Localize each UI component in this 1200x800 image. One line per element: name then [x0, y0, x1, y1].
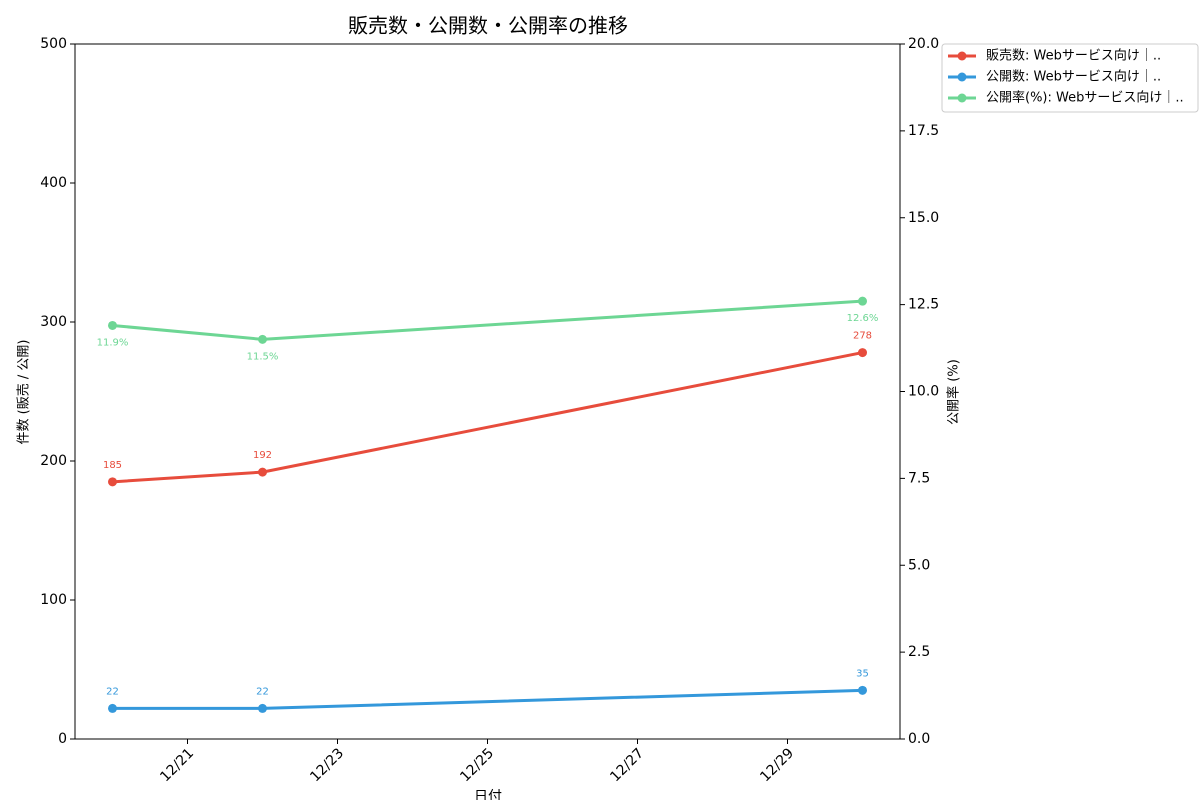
data-label: 11.5% [247, 351, 279, 362]
data-label: 278 [853, 331, 872, 342]
y-tick-label: 500 [40, 36, 67, 52]
y2-tick-label: 15.0 [908, 210, 939, 226]
data-point [258, 703, 267, 713]
y2-tick-label: 12.5 [908, 297, 939, 313]
y2-tick-label: 17.5 [908, 123, 939, 139]
y-tick-label: 200 [40, 453, 67, 469]
y-tick-label: 300 [40, 314, 67, 330]
y-tick-label: 100 [40, 592, 67, 608]
data-label: 22 [106, 686, 119, 697]
data-point [108, 320, 117, 330]
legend-label: 公開数: Webサービス向け｜.. [986, 69, 1161, 85]
y2-tick-label: 0.0 [908, 731, 930, 747]
data-label: 12.6% [847, 313, 879, 324]
legend-marker [957, 51, 967, 61]
data-point [858, 348, 867, 358]
y-tick-label: 0 [58, 731, 67, 747]
data-point [108, 477, 117, 487]
chart-title: 販売数・公開数・公開率の推移 [348, 14, 628, 38]
legend-label: 販売数: Webサービス向け｜.. [986, 48, 1161, 64]
data-label: 192 [253, 450, 272, 461]
data-point [108, 703, 117, 713]
legend-marker [957, 93, 967, 103]
y-tick-label: 400 [40, 175, 67, 191]
y2-tick-label: 2.5 [908, 644, 930, 660]
data-label: 11.9% [97, 337, 129, 348]
data-label: 185 [103, 460, 122, 471]
data-point [258, 467, 267, 477]
y2-tick-label: 5.0 [908, 557, 930, 573]
y-axis-label: 件数 (販売 / 公開) [16, 340, 32, 445]
data-label: 22 [256, 686, 269, 697]
legend-marker [957, 72, 967, 82]
y2-tick-label: 20.0 [908, 36, 939, 52]
data-point [258, 334, 267, 344]
legend-box [941, 43, 1199, 113]
data-point [858, 685, 867, 695]
data-label: 35 [856, 668, 869, 679]
y2-tick-label: 7.5 [908, 470, 930, 486]
y2-tick-label: 10.0 [908, 384, 939, 400]
legend-label: 公開率(%): Webサービス向け｜.. [986, 90, 1184, 106]
data-point [858, 296, 867, 306]
x-axis-label: 日付 [474, 789, 502, 800]
y2-axis-label: 公開率 (%) [946, 359, 962, 425]
